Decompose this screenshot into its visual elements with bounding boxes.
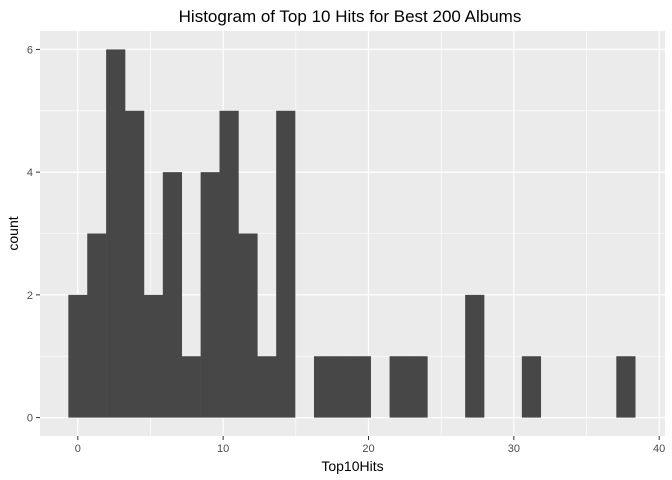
x-axis-label: Top10Hits <box>321 458 383 474</box>
histogram-bar <box>313 356 334 418</box>
x-tick-label: 40 <box>653 443 665 455</box>
histogram-bar <box>408 356 428 418</box>
chart-title: Histogram of Top 10 Hits for Best 200 Al… <box>179 7 522 26</box>
histogram-bar <box>389 356 409 418</box>
x-tick-label: 30 <box>508 443 520 455</box>
y-tick-label: 4 <box>27 167 33 179</box>
histogram-bar <box>87 233 107 418</box>
y-tick-label: 0 <box>27 413 33 425</box>
y-axis-label: count <box>5 216 21 250</box>
x-tick-label: 0 <box>75 443 81 455</box>
histogram-bar <box>351 356 371 418</box>
histogram-bar <box>181 356 201 418</box>
histogram-bar <box>68 294 88 418</box>
histogram-bar <box>106 49 126 418</box>
histogram-bar <box>465 294 485 418</box>
y-axis: 0 2 4 6 <box>27 44 40 425</box>
histogram-bar <box>257 356 277 418</box>
histogram-bar <box>616 356 636 418</box>
histogram-bar <box>332 356 353 418</box>
histogram-bar <box>143 294 164 418</box>
histogram-bar <box>276 110 296 418</box>
histogram-bars <box>68 49 636 418</box>
x-tick-label: 20 <box>362 443 374 455</box>
histogram-bar <box>238 233 258 418</box>
histogram-bar <box>200 172 220 418</box>
minor-gridlines <box>40 31 665 436</box>
histogram-bar <box>125 110 145 418</box>
histogram-bar <box>219 110 239 418</box>
histogram-bar <box>521 356 542 418</box>
x-tick-label: 10 <box>217 443 229 455</box>
x-axis: 0 10 20 30 40 <box>75 436 665 455</box>
y-tick-label: 6 <box>27 44 33 56</box>
histogram-bar <box>162 172 183 418</box>
y-tick-label: 2 <box>27 290 33 302</box>
